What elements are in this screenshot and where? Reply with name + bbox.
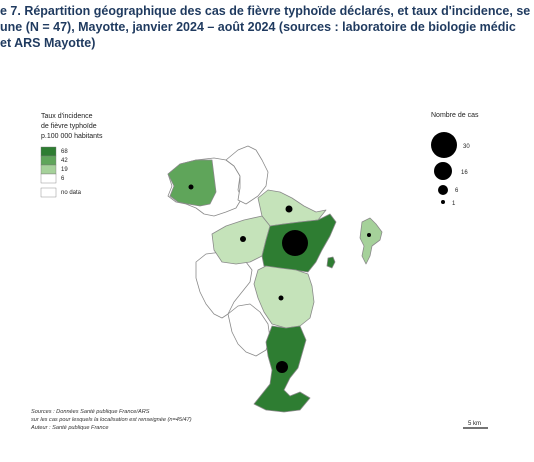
legend-swatch-68 [40,146,57,157]
title-line-3: et ARS Mayotte) [0,36,96,50]
sources-line-3: Auteur : Santé publique France [31,425,109,431]
scale-bar: 5 km [463,421,488,429]
legend-circle-label-30: 30 [463,144,470,150]
case-marker-south[interactable] [276,361,288,373]
case-marker-center-south[interactable] [278,295,284,301]
case-marker-west[interactable] [240,236,246,242]
legend-label-68: 68 [61,149,68,155]
case-markers [188,184,371,373]
sources-line-2: sur les cas pour lesquels la localisatio… [31,417,192,423]
legend-circle-30 [431,132,457,158]
cases-legend-title: Nombre de cas [431,112,479,119]
legend-label-19: 19 [61,167,68,173]
legend-swatch-6 [40,173,57,184]
legend-swatch-42 [40,155,57,166]
communes-layer [167,145,383,413]
legend-swatch-19 [40,164,57,175]
incidence-legend-title-3: p.100 000 habitants [41,133,103,140]
legend-circle-1 [441,200,445,204]
legend-circle-16 [434,162,452,180]
case-marker-petite-terre[interactable] [367,233,371,237]
legend-circle-6 [438,185,448,195]
commune-petite-terre[interactable] [359,217,383,265]
legend-circle-label-16: 16 [461,170,468,176]
title-line-2: une (N = 47), Mayotte, janvier 2024 – ao… [0,20,516,34]
commune-northwest[interactable] [167,159,217,207]
commune-north-white[interactable] [225,145,269,205]
commune-islet[interactable] [326,256,336,269]
cases-legend: Nombre de cas 30 16 6 1 [431,112,479,207]
legend-swatch-no-data [40,187,57,198]
legend-label-no-data: no data [61,190,82,196]
incidence-legend: Taux d'incidence de fièvre typhoïde p.10… [40,113,103,198]
commune-center-south[interactable] [253,265,315,329]
legend-circle-label-6: 6 [455,188,459,194]
incidence-legend-title-2: de fièvre typhoïde [41,123,97,130]
scale-bar-label: 5 km [468,421,481,427]
incidence-legend-title-1: Taux d'incidence [41,113,93,120]
title-line-1: e 7. Répartition géographique des cas de… [0,4,531,18]
case-marker-center[interactable] [282,230,308,256]
legend-circle-label-1: 1 [452,201,456,207]
case-marker-north[interactable] [285,205,293,213]
case-marker-northwest[interactable] [188,184,194,190]
legend-label-42: 42 [61,158,68,164]
legend-label-6: 6 [61,176,65,182]
sources-line-1: Sources : Données Santé publique France/… [31,409,150,415]
